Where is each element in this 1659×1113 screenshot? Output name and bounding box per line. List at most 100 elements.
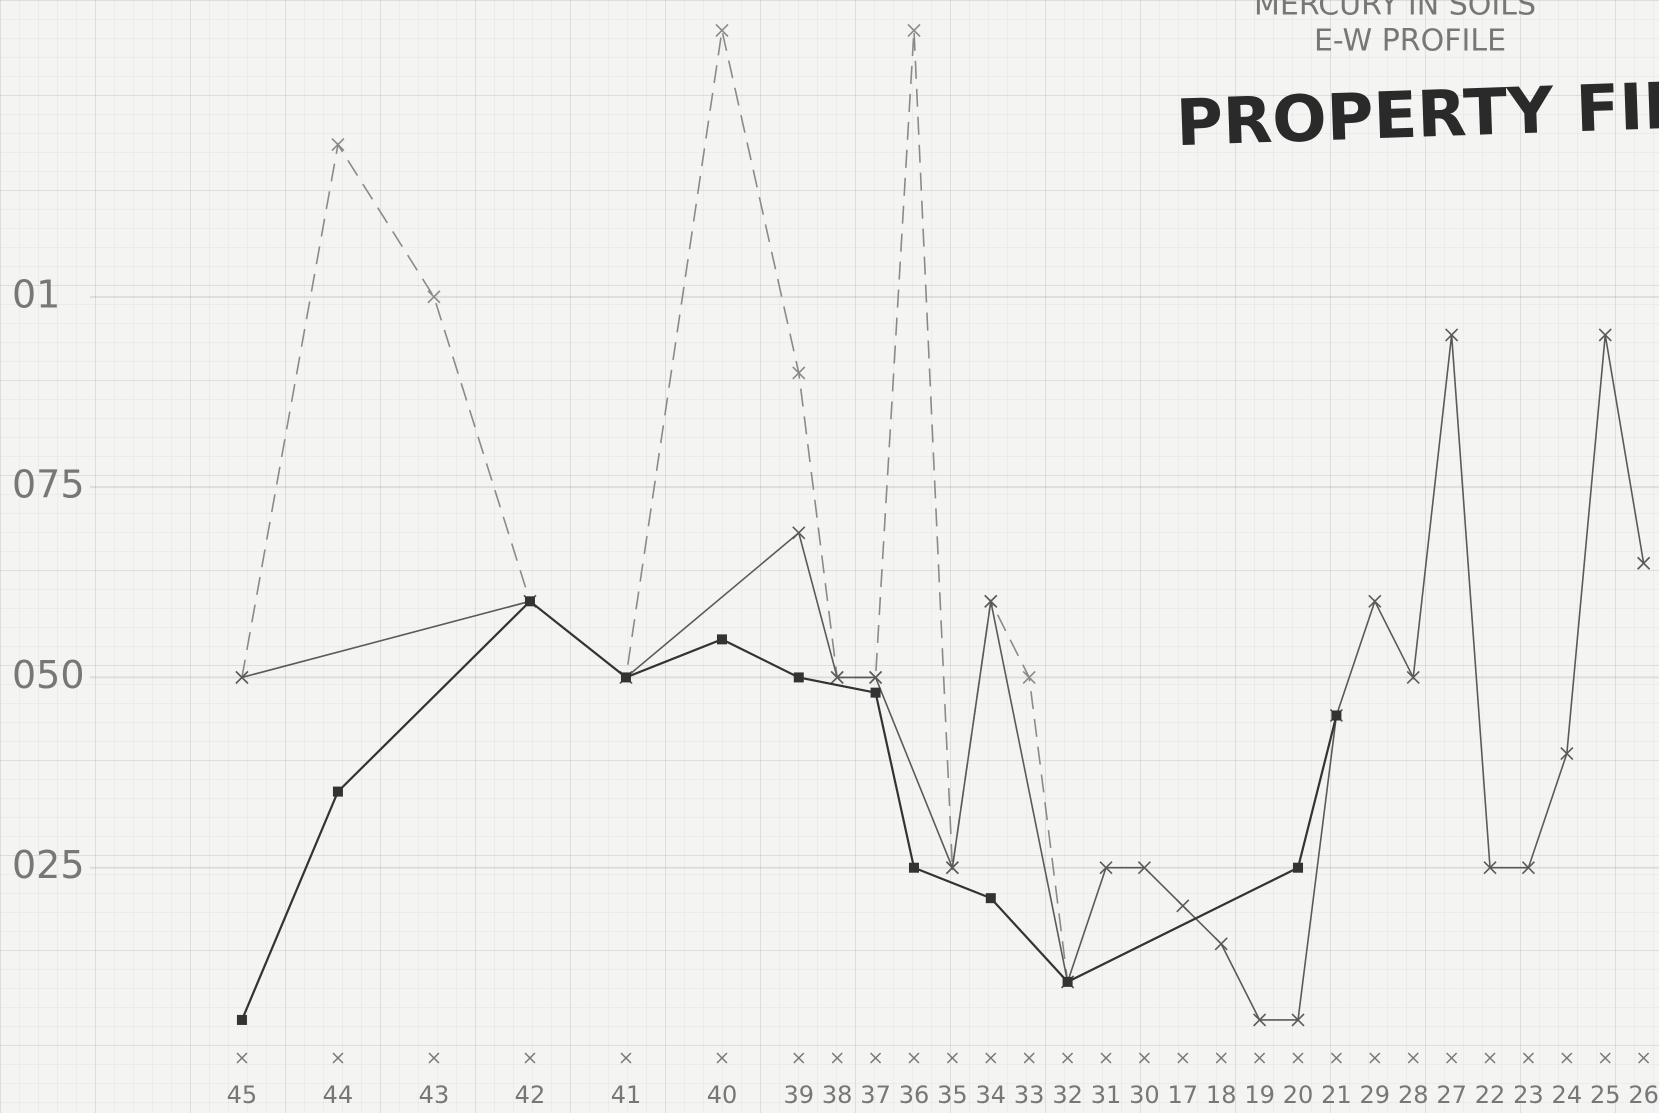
x-tick-stroke [1522, 1052, 1534, 1064]
x-tick-mark [1446, 1052, 1458, 1064]
point-stroke [792, 526, 806, 540]
x-tick-stroke [1407, 1052, 1419, 1064]
point [792, 366, 806, 380]
x-tick-mark [1522, 1052, 1534, 1064]
x-tick-label: 19 [1244, 1081, 1275, 1109]
point [1445, 328, 1459, 342]
x-tick-mark [1292, 1052, 1304, 1064]
point [236, 1014, 247, 1025]
x-tick-mark [908, 1052, 920, 1064]
point-stroke [907, 23, 921, 38]
x-tick-label: 20 [1283, 1081, 1314, 1109]
x-tick-mark [1215, 1052, 1227, 1064]
point-stroke [1560, 746, 1574, 761]
series-line [240, 599, 1338, 1021]
x-tick-mark [1638, 1052, 1650, 1064]
x-tick-label: 17 [1168, 1081, 1199, 1109]
x-tick-stroke [1254, 1052, 1266, 1064]
x-tick-label: 43 [419, 1081, 450, 1109]
point [331, 138, 345, 152]
x-tick-stroke [1369, 1052, 1381, 1064]
stamp: PROPERTY FILE [1175, 68, 1659, 161]
x-tick-stroke [1177, 1052, 1189, 1064]
point-stroke [1637, 556, 1651, 570]
x-tick-label: 22 [1475, 1081, 1506, 1109]
x-tick-mark [1599, 1052, 1611, 1064]
x-tick-stroke [1484, 1052, 1496, 1064]
point-stroke [869, 670, 883, 684]
point-stroke [1521, 861, 1535, 875]
x-tick-label: 25 [1590, 1081, 1621, 1109]
x-tick-stroke [1638, 1052, 1650, 1064]
x-tick-stroke [1446, 1052, 1458, 1064]
x-tick-mark [524, 1052, 536, 1064]
x-tick-stroke [1561, 1052, 1573, 1064]
x-tick-label: 24 [1552, 1081, 1583, 1109]
x-tick-label: 40 [707, 1081, 738, 1109]
x-tick-label: 38 [822, 1081, 853, 1109]
point [1062, 976, 1073, 987]
x-tick-mark [870, 1052, 882, 1064]
point [830, 670, 844, 684]
x-tick-mark [620, 1052, 632, 1064]
x-tick-mark [1100, 1052, 1112, 1064]
point [1137, 861, 1151, 875]
x-tick-mark [1177, 1052, 1189, 1064]
point [332, 786, 343, 797]
x-tick-mark [946, 1052, 958, 1064]
y-tick-label: 075 [12, 463, 85, 507]
point-stroke [984, 594, 998, 608]
x-tick-stroke [908, 1052, 920, 1064]
point-stroke [945, 861, 959, 875]
point [427, 290, 441, 304]
x-tick-stroke [332, 1052, 344, 1064]
x-tick-label: 37 [860, 1081, 891, 1109]
point [1291, 1013, 1305, 1027]
point-stroke [1291, 1013, 1305, 1027]
point-stroke [1368, 594, 1382, 608]
point [945, 861, 959, 875]
x-tick-label: 21 [1321, 1081, 1352, 1109]
point [870, 687, 881, 698]
point [1022, 670, 1036, 684]
x-tick-stroke [1062, 1052, 1074, 1064]
x-tick-label: 41 [611, 1081, 642, 1109]
y-tick-label: 050 [12, 653, 85, 697]
x-tick-stroke [236, 1052, 248, 1064]
point-stroke [715, 23, 729, 38]
x-tick-label: 36 [899, 1081, 930, 1109]
x-tick-label: 26 [1628, 1081, 1659, 1109]
x-tick-label: 31 [1091, 1081, 1122, 1109]
x-tick-mark [1484, 1052, 1496, 1064]
x-tick-stroke [1599, 1052, 1611, 1064]
x-tick-mark [1023, 1052, 1035, 1064]
x-tick-stroke [428, 1052, 440, 1064]
point-stroke [1445, 328, 1459, 342]
x-tick-stroke [524, 1052, 536, 1064]
point [524, 596, 535, 607]
point [235, 670, 249, 684]
point-stroke [1176, 899, 1190, 913]
x-tick-label: 29 [1360, 1081, 1391, 1109]
point [1521, 861, 1535, 875]
x-tick-label: 45 [227, 1081, 258, 1109]
x-tick-label: 39 [784, 1081, 815, 1109]
x-tick-mark [1561, 1052, 1573, 1064]
point-stroke [427, 290, 441, 304]
x-tick-stroke [1100, 1052, 1112, 1064]
point-stroke [1022, 670, 1036, 684]
point [1560, 746, 1574, 761]
point [1483, 861, 1497, 875]
x-tick-label: 18 [1206, 1081, 1237, 1109]
x-tick-mark [1407, 1052, 1419, 1064]
x-tick-stroke [1292, 1052, 1304, 1064]
x-tick-label: 42 [515, 1081, 546, 1109]
point-stroke [331, 138, 345, 152]
point [1368, 594, 1382, 608]
point-stroke [1137, 861, 1151, 875]
point [715, 23, 729, 38]
x-tick-stroke [831, 1052, 843, 1064]
point [716, 634, 727, 645]
point-stroke [830, 670, 844, 684]
x-tick-mark [793, 1052, 805, 1064]
